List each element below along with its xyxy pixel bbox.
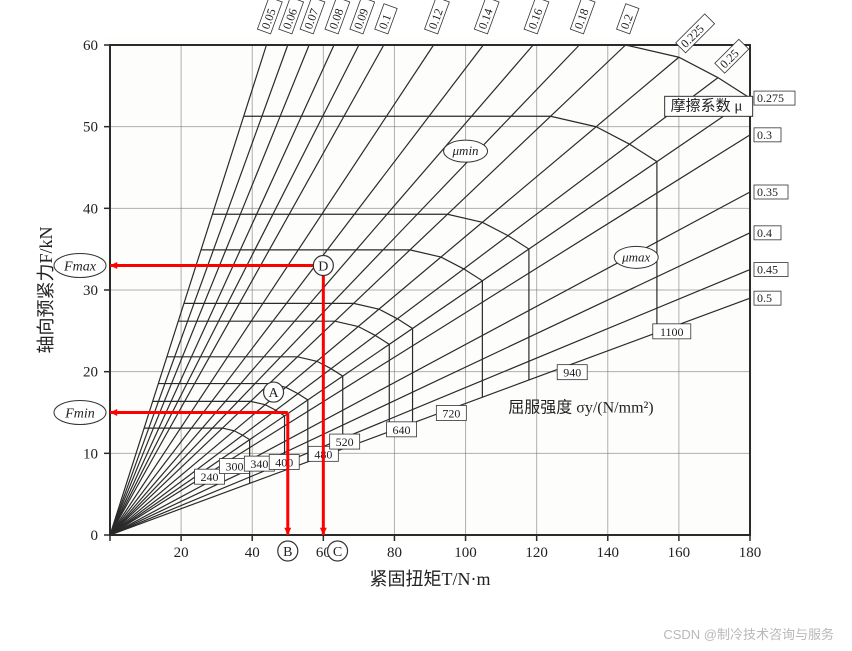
svg-text:940: 940	[563, 366, 581, 380]
svg-text:240: 240	[201, 470, 219, 484]
svg-text:640: 640	[393, 423, 411, 437]
svg-text:0.12: 0.12	[426, 7, 446, 32]
svg-text:D: D	[318, 260, 328, 275]
svg-text:140: 140	[597, 545, 620, 561]
svg-text:0.14: 0.14	[475, 7, 495, 32]
svg-text:Fmin: Fmin	[64, 407, 95, 422]
svg-text:0.16: 0.16	[525, 7, 545, 32]
svg-text:μmax: μmax	[621, 249, 650, 264]
svg-text:40: 40	[245, 545, 260, 561]
svg-text:0.18: 0.18	[571, 7, 591, 32]
svg-text:400: 400	[275, 456, 293, 470]
svg-text:B: B	[283, 545, 292, 560]
svg-text:60: 60	[83, 38, 98, 54]
svg-text:0.35: 0.35	[757, 185, 778, 199]
svg-text:40: 40	[83, 201, 98, 217]
svg-text:160: 160	[668, 545, 691, 561]
svg-text:100: 100	[454, 545, 477, 561]
svg-text:A: A	[268, 386, 279, 401]
svg-text:180: 180	[739, 545, 762, 561]
svg-text:0.07: 0.07	[301, 7, 321, 32]
svg-text:屈服强度 σy/(N/mm²): 屈服强度 σy/(N/mm²)	[508, 399, 653, 417]
svg-text:0.4: 0.4	[757, 226, 772, 240]
svg-text:轴向预紧力F/kN: 轴向预紧力F/kN	[36, 226, 56, 353]
svg-text:340: 340	[250, 457, 268, 471]
svg-text:紧固扭矩T/N·m: 紧固扭矩T/N·m	[370, 569, 491, 589]
svg-text:0.06: 0.06	[280, 7, 300, 32]
svg-text:20: 20	[83, 365, 98, 381]
svg-text:摩擦系数 μ: 摩擦系数 μ	[671, 96, 743, 114]
svg-text:0.45: 0.45	[757, 263, 778, 277]
svg-text:80: 80	[387, 545, 402, 561]
svg-text:720: 720	[442, 407, 460, 421]
svg-text:30: 30	[83, 283, 98, 299]
svg-text:0.05: 0.05	[258, 7, 278, 32]
svg-text:10: 10	[83, 446, 98, 462]
svg-text:0.5: 0.5	[757, 291, 772, 305]
svg-text:520: 520	[336, 435, 354, 449]
svg-text:Fmax: Fmax	[63, 260, 97, 275]
svg-text:C: C	[333, 545, 342, 560]
watermark: CSDN @制冷技术咨询与服务	[663, 624, 834, 643]
nomogram-chart: 204060801001201401601800102030405060紧固扭矩…	[0, 0, 852, 651]
svg-text:300: 300	[225, 460, 243, 474]
svg-text:0.09: 0.09	[351, 7, 371, 32]
svg-text:20: 20	[174, 545, 189, 561]
svg-text:0.3: 0.3	[757, 128, 772, 142]
svg-text:50: 50	[83, 120, 98, 136]
svg-text:120: 120	[525, 545, 548, 561]
svg-text:0.08: 0.08	[326, 7, 346, 32]
svg-text:0.275: 0.275	[757, 91, 784, 105]
svg-text:1100: 1100	[660, 325, 684, 339]
svg-text:0: 0	[91, 528, 99, 544]
chart-container: 204060801001201401601800102030405060紧固扭矩…	[0, 0, 852, 651]
svg-text:μmin: μmin	[452, 143, 479, 158]
